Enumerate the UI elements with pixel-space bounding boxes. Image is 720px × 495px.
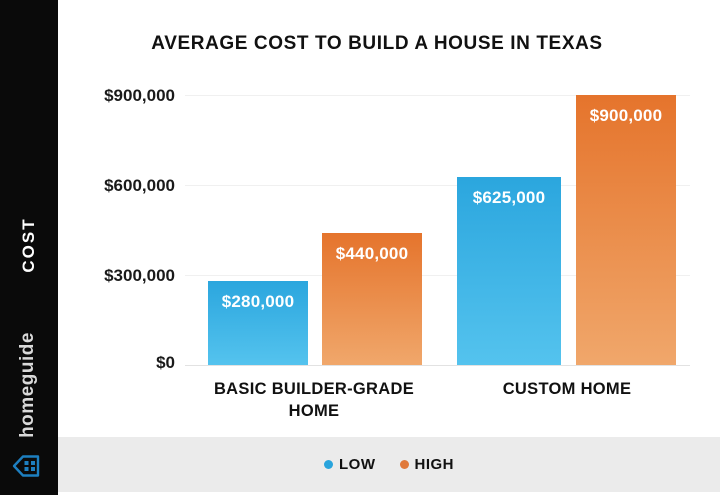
y-tick-600k: $600,000 bbox=[104, 176, 175, 195]
gridline-600k bbox=[185, 185, 690, 186]
bar-value-label: $625,000 bbox=[472, 188, 546, 207]
gridline-300k bbox=[185, 275, 690, 276]
bar-value-label: $900,000 bbox=[589, 106, 663, 125]
chart-area: AVERAGE COST TO BUILD A HOUSE IN TEXAS $… bbox=[58, 0, 720, 495]
gridline-900k bbox=[185, 95, 690, 96]
y-tick-300k: $300,000 bbox=[104, 266, 175, 285]
bar-basic-high: $440,000 bbox=[322, 233, 422, 365]
plot-region: $280,000 $440,000 $625,000 $900,000 bbox=[185, 95, 690, 366]
legend: LOW HIGH bbox=[58, 437, 720, 492]
y-tick-0: $0 bbox=[156, 353, 175, 372]
bar-value-label: $440,000 bbox=[335, 244, 409, 263]
sidebar-cost-label: COST bbox=[19, 217, 38, 273]
bar-custom-low: $625,000 bbox=[457, 177, 561, 365]
legend-label-high: HIGH bbox=[414, 456, 454, 473]
chart-title: AVERAGE COST TO BUILD A HOUSE IN TEXAS bbox=[151, 33, 603, 54]
legend-item-high: HIGH bbox=[399, 456, 455, 473]
homeguide-house-icon bbox=[12, 455, 40, 477]
bar-value-label: $280,000 bbox=[221, 292, 295, 311]
legend-item-low: LOW bbox=[324, 456, 376, 473]
y-tick-900k: $900,000 bbox=[104, 86, 175, 105]
bar-basic-low: $280,000 bbox=[208, 281, 308, 365]
brand-wordmark: homeguide bbox=[17, 332, 38, 438]
x-category-custom-home: CUSTOM HOME bbox=[502, 380, 632, 398]
legend-dot-high-icon bbox=[399, 460, 409, 469]
legend-label-low: LOW bbox=[339, 456, 376, 473]
brand-sidebar: COST homeguide bbox=[0, 0, 58, 495]
legend-dot-low-icon bbox=[324, 460, 333, 469]
x-axis-baseline bbox=[185, 365, 690, 366]
x-category-basic-builder-grade: BASIC BUILDER-GRADE HOME bbox=[213, 380, 415, 421]
bar-custom-high: $900,000 bbox=[576, 95, 676, 365]
